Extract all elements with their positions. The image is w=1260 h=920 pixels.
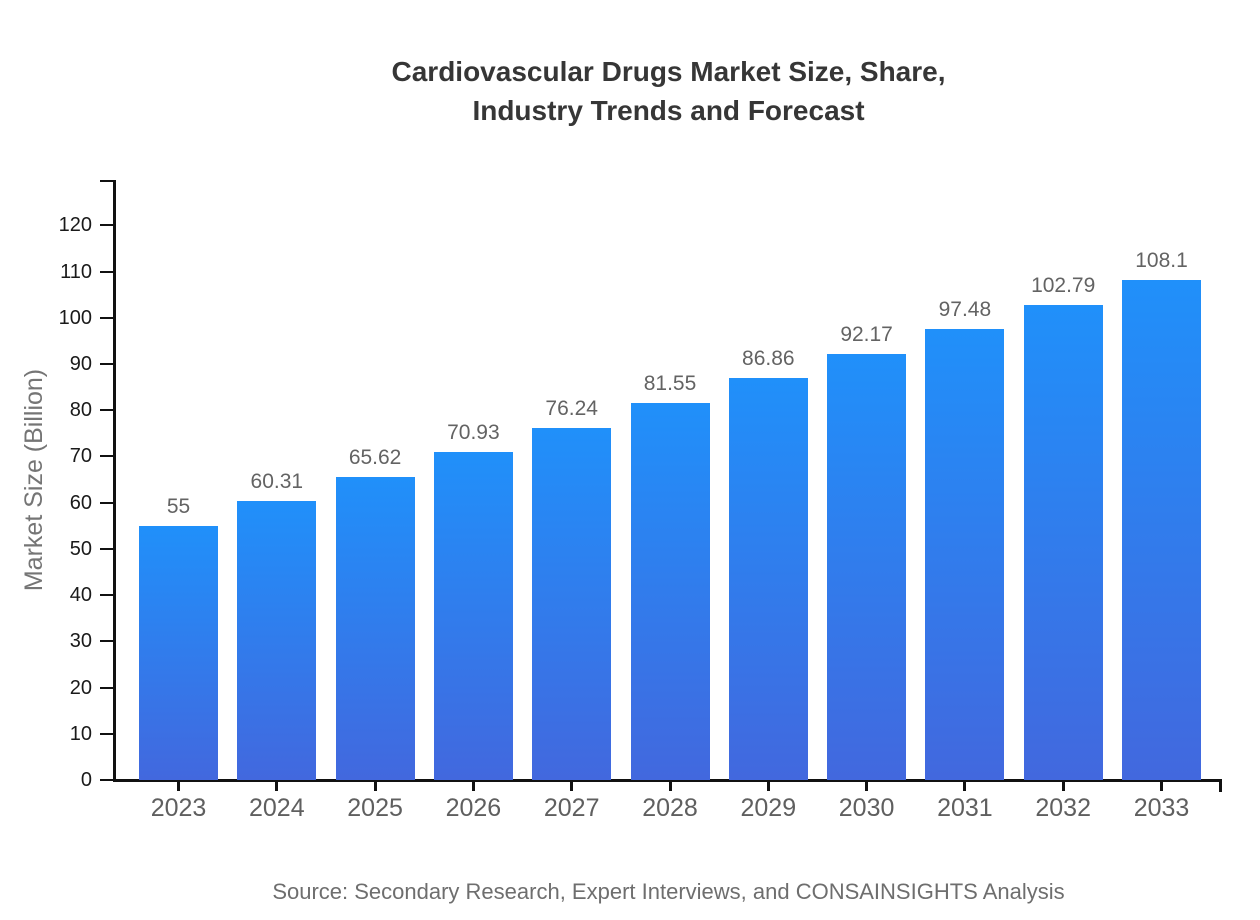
y-tick-label: 70	[69, 445, 92, 468]
y-tick	[100, 732, 113, 735]
bar	[139, 525, 218, 780]
y-tick-label: 110	[60, 260, 92, 283]
bar-value-label: 70.93	[447, 421, 500, 445]
bar-value-label: 81.55	[643, 372, 697, 396]
y-tick-label: 90	[69, 352, 92, 375]
bar-value-label: 76.24	[545, 396, 598, 420]
bar	[1023, 304, 1103, 780]
y-tick	[100, 686, 113, 689]
bar	[433, 452, 513, 780]
bar-value-label: 97.48	[938, 298, 992, 322]
y-tick	[100, 501, 113, 504]
y-tick	[100, 640, 113, 643]
y-tick-label: 80	[69, 399, 92, 422]
x-axis-line	[113, 779, 1222, 782]
y-tick-label: 0	[80, 769, 92, 791]
y-tick	[100, 316, 113, 319]
bar-value-label: 86.86	[742, 347, 795, 371]
bar-value-label: 102.79	[1031, 273, 1096, 297]
x-tick	[668, 782, 672, 791]
y-tick-label: 100	[58, 306, 92, 329]
x-tick	[963, 782, 967, 791]
y-tick	[100, 409, 113, 412]
x-tick	[865, 782, 869, 791]
y-tick	[100, 594, 113, 597]
x-tick-label: 2030	[838, 794, 895, 822]
x-tick	[177, 782, 180, 791]
x-tick	[1160, 782, 1163, 791]
x-tick-label: 2024	[248, 794, 305, 822]
bar	[728, 378, 808, 780]
x-tick-label: 2023	[150, 794, 207, 822]
y-tick	[100, 455, 113, 458]
y-tick-label: 30	[69, 630, 92, 653]
x-tick-label: 2025	[347, 794, 403, 822]
y-axis-end-tick	[100, 180, 113, 182]
x-axis-end-tick	[1219, 782, 1222, 792]
bar-value-label: 55	[166, 494, 191, 518]
y-tick	[100, 270, 113, 273]
x-tick-label: 2026	[445, 794, 502, 822]
x-tick-label: 2033	[1133, 794, 1190, 822]
x-tick-label: 2028	[642, 794, 698, 822]
chart-title-line-2: Industry Trends and Forecast	[472, 95, 865, 126]
bar	[237, 501, 317, 780]
x-tick	[1061, 782, 1065, 791]
bar	[925, 329, 1005, 780]
bar-value-label: 60.31	[250, 470, 304, 494]
bar	[827, 353, 907, 780]
bar	[630, 403, 710, 780]
bar-value-label: 108.1	[1135, 249, 1188, 273]
y-tick	[100, 362, 113, 365]
y-tick	[100, 224, 113, 227]
x-tick-label: 2032	[1035, 794, 1091, 822]
chart-title-line-1: Cardiovascular Drugs Market Size, Share,	[391, 56, 946, 87]
y-axis-line	[113, 180, 116, 782]
x-tick-label: 2027	[543, 794, 600, 822]
x-tick	[766, 782, 770, 791]
bar	[1122, 280, 1201, 780]
y-tick	[100, 547, 113, 550]
y-tick-label: 50	[69, 537, 92, 560]
source-attribution: Source: Secondary Research, Expert Inter…	[272, 879, 1065, 904]
x-tick	[471, 782, 475, 791]
y-tick-label: 60	[69, 491, 92, 514]
x-tick	[373, 782, 377, 791]
bar-value-label: 65.62	[348, 445, 402, 469]
y-tick-label: 40	[69, 584, 92, 607]
y-tick	[100, 779, 113, 781]
x-tick	[570, 782, 574, 791]
x-tick	[275, 782, 279, 791]
bar	[335, 476, 415, 780]
bar	[532, 427, 612, 780]
chart-title: Cardiovascular Drugs Market Size, Share,…	[115, 52, 1222, 130]
x-tick-label: 2031	[937, 794, 993, 822]
y-tick-label: 20	[69, 676, 92, 699]
bar-value-label: 92.17	[840, 322, 893, 346]
y-tick-label: 120	[58, 214, 92, 237]
x-tick-label: 2029	[740, 794, 797, 822]
y-tick-label: 10	[69, 722, 92, 745]
